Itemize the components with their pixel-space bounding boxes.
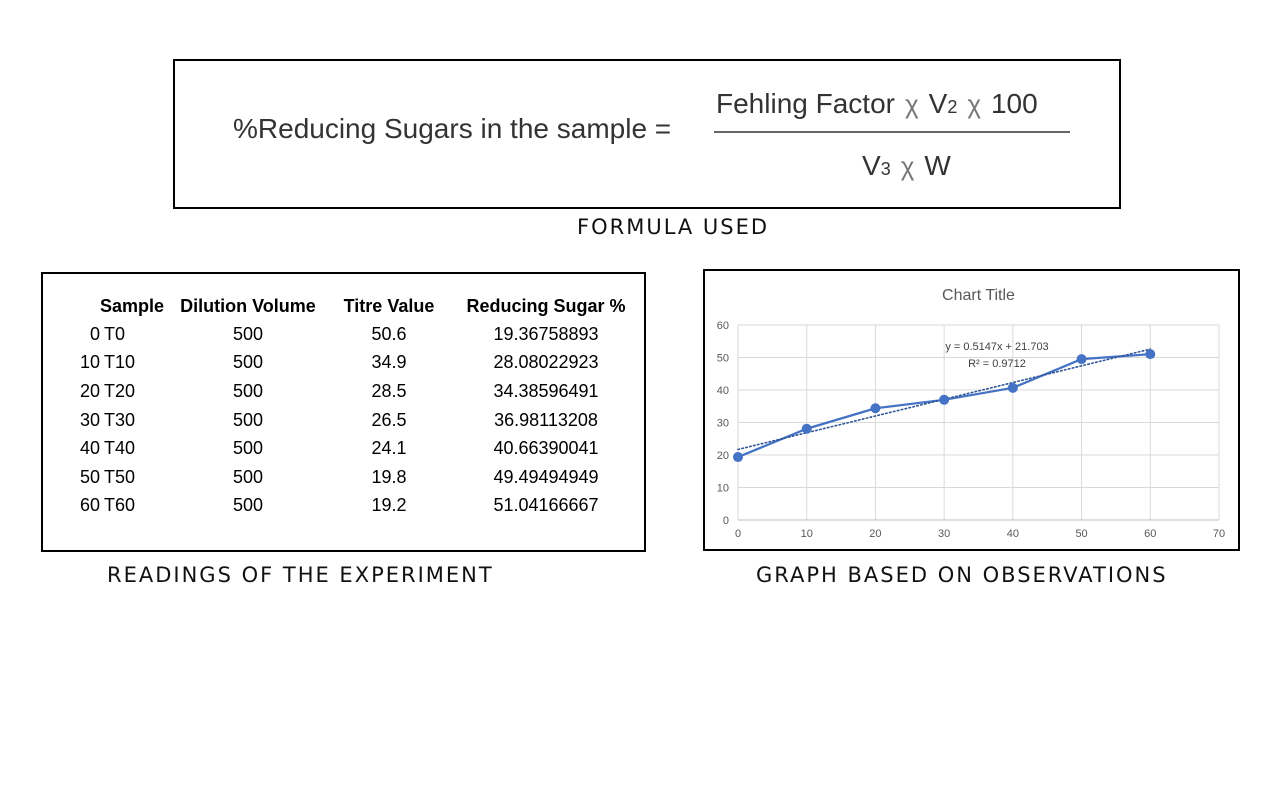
cell-sample: T10 xyxy=(104,352,136,373)
y-tick-label: 40 xyxy=(717,385,729,397)
x-tick-label: 20 xyxy=(869,528,881,540)
table-row: 20 T20 500 28.5 34.38596491 xyxy=(60,377,646,406)
chart-frame xyxy=(703,269,1240,551)
table-row: 40 T40 500 24.1 40.66390041 xyxy=(60,434,646,463)
cell-sugar: 49.49494949 xyxy=(493,466,599,487)
cell-time: 50 xyxy=(79,466,100,487)
table-row: 60 T60 500 19.2 51.04166667 xyxy=(60,492,646,521)
cell-sample: T0 xyxy=(104,323,126,344)
v2-subscript: 2 xyxy=(947,97,958,117)
formula-caption: FORMULA USED xyxy=(577,215,770,239)
cell-dilution: 500 xyxy=(232,352,264,373)
readings-frame xyxy=(41,272,646,552)
hundred-term: 100 xyxy=(990,88,1038,119)
cell-titre: 34.9 xyxy=(371,352,407,373)
cell-sample: T50 xyxy=(104,466,136,487)
table-row: 10 T10 500 34.9 28.08022923 xyxy=(60,349,646,378)
cell-dilution: 500 xyxy=(232,380,264,401)
cell-time: 20 xyxy=(79,380,100,401)
cell-time: 10 xyxy=(79,352,100,373)
header-dilution-volume: Dilution Volume xyxy=(180,295,316,316)
data-point xyxy=(1007,382,1018,393)
cell-sample: T20 xyxy=(104,380,136,401)
x-tick-label: 70 xyxy=(1213,528,1225,540)
data-point xyxy=(1145,349,1156,360)
trendline-equation: y = 0.5147x + 21.703 xyxy=(945,341,1048,353)
cell-time: 60 xyxy=(79,495,100,516)
cell-dilution: 500 xyxy=(232,323,264,344)
formula-denominator: V3 χ W xyxy=(862,150,951,182)
r-squared-label: R² = 0.9712 xyxy=(968,358,1026,370)
cell-dilution: 500 xyxy=(232,409,264,430)
cell-titre: 19.8 xyxy=(371,466,407,487)
cell-sugar: 36.98113208 xyxy=(494,409,598,430)
x-tick-label: 10 xyxy=(801,528,813,540)
data-point xyxy=(733,452,743,463)
data-point xyxy=(801,423,812,434)
data-point xyxy=(1076,354,1087,365)
data-point xyxy=(870,403,881,414)
header-reducing-sugar: Reducing Sugar % xyxy=(466,295,626,316)
x-tick-label: 50 xyxy=(1075,528,1087,540)
cell-sugar: 34.38596491 xyxy=(493,380,599,401)
y-tick-label: 0 xyxy=(723,515,729,527)
cell-sugar: 51.04166667 xyxy=(493,495,599,516)
cell-titre: 19.2 xyxy=(371,495,407,516)
cell-dilution: 500 xyxy=(232,495,264,516)
chart-caption: GRAPH BASED ON OBSERVATIONS xyxy=(756,563,1168,587)
table-header-row: Sample Dilution Volume Titre Value Reduc… xyxy=(60,292,646,320)
cell-titre: 28.5 xyxy=(371,380,407,401)
cell-titre: 24.1 xyxy=(371,438,407,459)
x-tick-label: 40 xyxy=(1007,528,1019,540)
data-point xyxy=(939,394,950,405)
cell-time: 40 xyxy=(79,438,100,459)
chart-title: Chart Title xyxy=(942,287,1015,304)
table-row: 0 T0 500 50.6 19.36758893 xyxy=(60,320,646,349)
cell-sugar: 19.36758893 xyxy=(493,323,599,344)
header-sample: Sample xyxy=(99,295,164,316)
multiply-sign: χ xyxy=(904,89,919,119)
x-tick-label: 0 xyxy=(735,528,741,540)
fraction-bar xyxy=(714,131,1070,133)
y-tick-label: 30 xyxy=(717,418,729,430)
cell-sample: T40 xyxy=(104,438,136,459)
cell-sugar: 40.66390041 xyxy=(493,438,599,459)
cell-time: 30 xyxy=(79,409,100,430)
cell-dilution: 500 xyxy=(232,466,264,487)
table-caption: READINGS OF THE EXPERIMENT xyxy=(107,563,494,587)
cell-dilution: 500 xyxy=(232,438,264,459)
cell-sample: T30 xyxy=(104,409,136,430)
cell-sample: T60 xyxy=(104,495,136,516)
multiply-sign: χ xyxy=(900,151,915,181)
fehling-factor-term: Fehling Factor xyxy=(716,88,895,119)
table-row: 30 T30 500 26.5 36.98113208 xyxy=(60,406,646,435)
formula-lhs: %Reducing Sugars in the sample = xyxy=(233,113,672,144)
formula-numerator: Fehling Factor χ V2 χ 100 xyxy=(716,88,1038,120)
w-term: W xyxy=(924,150,951,181)
readings-table: Sample Dilution Volume Titre Value Reduc… xyxy=(60,292,646,520)
x-tick-label: 30 xyxy=(938,528,950,540)
y-tick-label: 20 xyxy=(717,450,729,462)
cell-titre: 50.6 xyxy=(371,323,407,344)
cell-titre: 26.5 xyxy=(371,409,407,430)
v2-term: V xyxy=(928,88,948,119)
x-tick-label: 60 xyxy=(1144,528,1156,540)
v3-term: V xyxy=(862,150,881,181)
y-tick-label: 50 xyxy=(717,353,729,365)
y-tick-label: 10 xyxy=(717,483,729,495)
table-row: 50 T50 500 19.8 49.49494949 xyxy=(60,463,646,492)
v3-subscript: 3 xyxy=(880,159,891,179)
cell-time: 0 xyxy=(89,323,100,344)
multiply-sign: χ xyxy=(967,89,981,119)
y-tick-label: 60 xyxy=(717,320,729,332)
cell-sugar: 28.08022923 xyxy=(493,352,599,373)
formula-frame xyxy=(173,59,1121,209)
header-titre-value: Titre Value xyxy=(343,295,435,316)
